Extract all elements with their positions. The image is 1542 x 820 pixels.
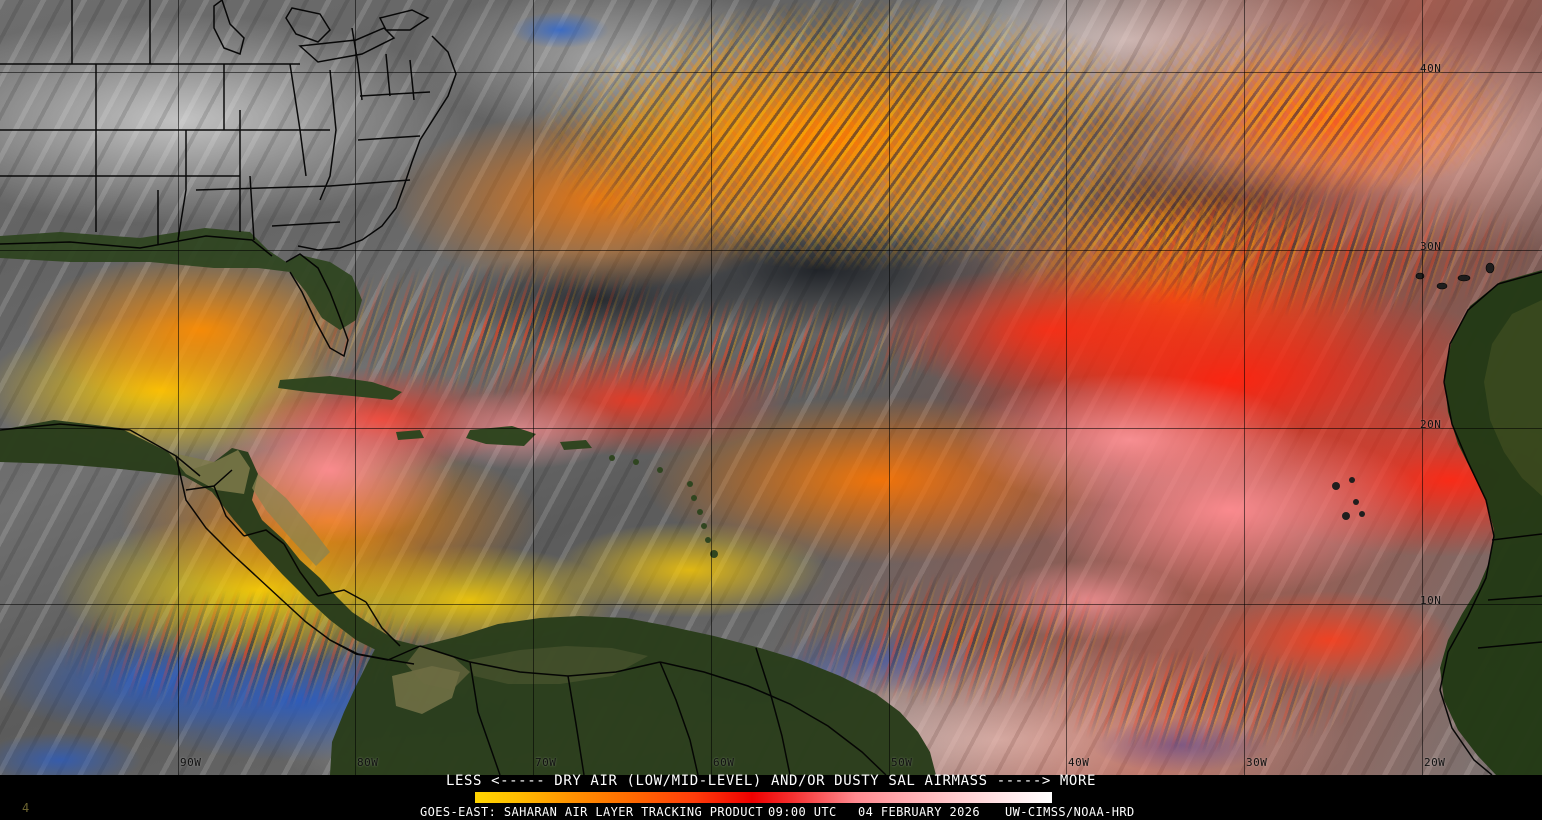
legend-title: LESS <----- DRY AIR (LOW/MID-LEVEL) AND/… — [445, 773, 1097, 789]
gridline-lon-20w — [1422, 0, 1423, 775]
observation-date: 04 FEBRUARY 2026 — [858, 805, 980, 819]
product-label: GOES-EAST: SAHARAN AIR LAYER TRACKING PR… — [420, 805, 764, 819]
satellite-image[interactable]: 40N 30N 20N 10N 90W 80W 70W 60W 50W 40W … — [0, 0, 1542, 775]
frame-number: 4 — [22, 801, 30, 815]
metadata-line: GOES-EAST: SAHARAN AIR LAYER TRACKING PR… — [0, 805, 1542, 819]
gridline-lon-90w — [178, 0, 179, 775]
gridline-lat-10 — [0, 604, 1542, 605]
credit-label: UW-CIMSS/NOAA-HRD — [1005, 805, 1135, 819]
gridline-lon-50w — [889, 0, 890, 775]
gridline-lon-40w — [1066, 0, 1067, 775]
gridline-lat-40 — [0, 72, 1542, 73]
sal-colorbar — [475, 792, 1052, 803]
coastline-and-terrain-overlay — [0, 0, 1542, 775]
gridline-lon-70w — [533, 0, 534, 775]
gridline-lon-60w — [711, 0, 712, 775]
observation-time: 09:00 UTC — [768, 805, 837, 819]
gridline-lon-80w — [355, 0, 356, 775]
gridline-lat-20 — [0, 428, 1542, 429]
dust-speckle-layer-south — [0, 0, 1542, 775]
gridline-lon-30w — [1244, 0, 1245, 775]
footer-panel: LESS <----- DRY AIR (LOW/MID-LEVEL) AND/… — [0, 773, 1542, 820]
gridline-lat-30 — [0, 250, 1542, 251]
